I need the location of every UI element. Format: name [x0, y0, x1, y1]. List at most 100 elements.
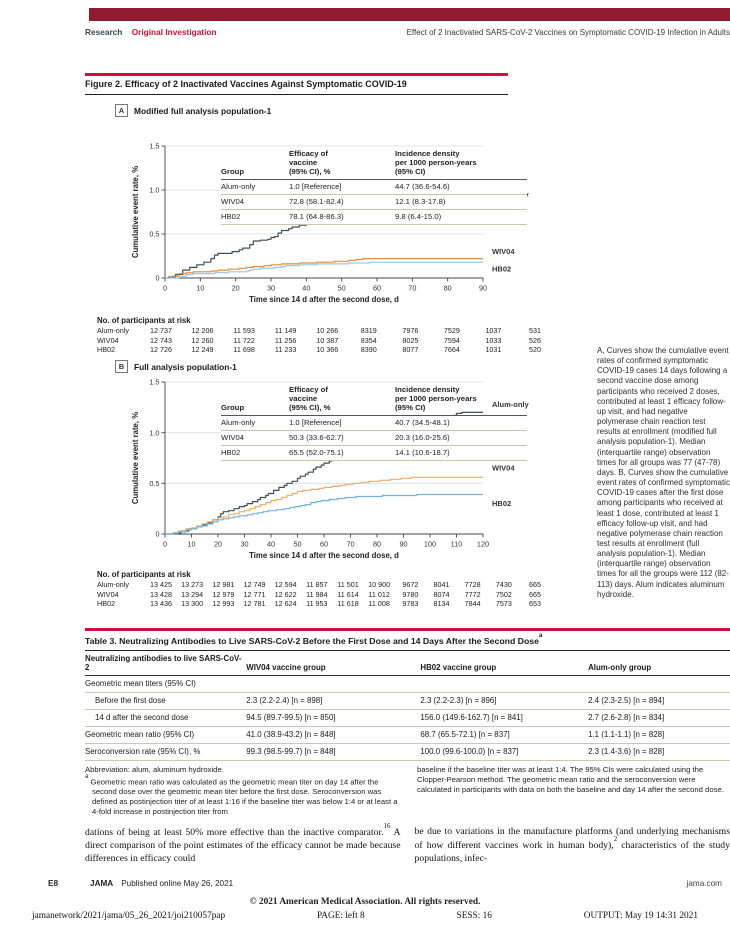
svg-text:0: 0: [163, 540, 167, 549]
risk-rows: Alum-only 13 425 13 273 12 981 12 749 12 594 1…: [85, 580, 730, 609]
svg-text:1.5: 1.5: [149, 378, 159, 387]
col-header-hb02: HB02 vaccine group: [420, 650, 589, 676]
inset-cell: 65.5 (52.0-75.1): [289, 445, 395, 461]
curve-label-wiv04: WIV04: [492, 464, 515, 473]
svg-text:0: 0: [155, 530, 159, 539]
inset-cell: WIV04: [221, 430, 289, 446]
inset-row: WIV04 50.3 (33.6-62.7) 20.3 (16.0-25.6): [221, 430, 527, 446]
panel-a-header: A Modified full analysis population-1: [115, 104, 271, 117]
production-sess: SESS: 16: [456, 911, 492, 921]
table-3-block: Table 3. Neutralizing Antibodies to Live…: [85, 628, 730, 819]
svg-text:20: 20: [214, 540, 222, 549]
inset-cell: 9.8 (6.4-15.0): [395, 209, 527, 225]
risk-value: 7976: [402, 326, 419, 335]
svg-text:40: 40: [267, 540, 275, 549]
row-value: 2.3 (2.2-2.3) [n = 896]: [420, 692, 589, 710]
inset-header: Efficacy of vaccine (95% CI), %: [289, 385, 395, 416]
copyright-line: © 2021 American Medical Association. All…: [249, 897, 481, 907]
abbreviation-note: Abbreviation: alum, aluminum hydroxide.: [85, 764, 224, 774]
risk-value: 11 012: [368, 589, 390, 599]
production-path: jamanetwork/2021/jama/05_26_2021/joi2100…: [32, 911, 226, 921]
page-number: E8: [48, 879, 59, 888]
risk-value: 9672: [402, 580, 419, 589]
inset-row: HB02 65.5 (52.0-75.1) 14.1 (10.6-18.7): [221, 445, 527, 461]
row-value: 156.0 (149.6-162.7) [n = 841]: [420, 709, 589, 727]
risk-value: 13 428: [150, 589, 172, 599]
inset-cell: HB02: [221, 445, 289, 461]
panel-b-header: B Full analysis population-1: [115, 360, 237, 373]
table-3-title-text: Table 3. Neutralizing Antibodies to Live…: [85, 635, 539, 646]
inset-cell: Alum-only: [221, 179, 289, 195]
panel-b-risk-table: No. of participants at risk Alum-only 13 …: [85, 570, 730, 609]
row-value: 100.0 (99.6-100.0) [n = 837]: [420, 743, 589, 761]
svg-text:80: 80: [444, 284, 452, 293]
risk-group-label: Alum-only: [97, 326, 129, 335]
curve-label-wiv04: WIV04: [492, 247, 515, 256]
inset-cell: Alum-only: [221, 415, 289, 431]
inset-header: Group: [221, 150, 289, 180]
risk-value: 10 900: [368, 580, 391, 589]
risk-row: Alum-only 12 737 12 206 11 593 11 149 10 266 8…: [85, 326, 730, 336]
risk-value: 8041: [433, 580, 450, 589]
journal-website-link[interactable]: jama.com: [686, 879, 723, 888]
footnote-right-column: baseline if the baseline titer was at le…: [417, 765, 730, 820]
inset-cell: HB02: [221, 209, 289, 225]
risk-rows: Alum-only 12 737 12 206 11 593 11 149 10 266 8…: [85, 326, 730, 355]
running-title: Effect of 2 Inactivated SARS-CoV-2 Vacci…: [406, 28, 730, 37]
inset-header: Incidence density per 1000 person-years …: [395, 149, 527, 180]
risk-value: 11 857: [306, 580, 328, 589]
risk-value: 12 622: [274, 589, 297, 599]
risk-value: 12 993: [212, 599, 235, 609]
svg-text:20: 20: [232, 284, 240, 293]
footnote-a-marker: a: [85, 773, 89, 780]
risk-value: 12 749: [243, 580, 266, 589]
table-row: Geometric mean titers (95% CI): [85, 675, 730, 693]
risk-value: 8134: [433, 599, 450, 609]
risk-value: 1037: [485, 326, 502, 335]
row-value: 1.1 (1.1-1.1) [n = 828]: [588, 726, 730, 744]
svg-text:120: 120: [477, 540, 489, 549]
risk-value: 13 300: [181, 599, 204, 609]
figure-title: Figure 2. Efficacy of 2 Inactivated Vacc…: [85, 79, 407, 89]
risk-value: 665: [529, 589, 541, 599]
risk-value: 11 593: [233, 326, 255, 335]
kicker-original-investigation: Original Investigation: [131, 27, 217, 37]
risk-value: 8354: [360, 335, 377, 345]
risk-value: 12 979: [212, 589, 235, 599]
kicker-research: Research: [85, 27, 123, 37]
risk-value: 12 594: [274, 580, 297, 589]
curve-wiv04: [165, 476, 483, 535]
panel-b-chart: 0 0.5 1.0 1.5 0 10 20 30 40 50 60 70 80 90 100 110 120 Ti…: [129, 376, 549, 569]
risk-value: 11 722: [233, 335, 255, 345]
section-kicker: Research Original Investigation: [85, 27, 217, 37]
risk-value: 1033: [485, 335, 502, 345]
risk-value: 13 273: [181, 580, 204, 589]
risk-group-label: HB02: [97, 345, 115, 355]
row-value: 94.5 (89.7-99.5) [n = 850]: [246, 709, 421, 727]
row-value: [588, 675, 730, 693]
risk-group-label: HB02: [97, 599, 115, 609]
risk-value: 11 149: [274, 326, 297, 335]
svg-text:90: 90: [479, 284, 487, 293]
figure-title-rule: [85, 94, 508, 95]
risk-group-label: Alum-only: [97, 580, 129, 589]
risk-value: 9780: [402, 589, 419, 599]
journal-name: JAMA: [90, 879, 114, 888]
risk-value: 8025: [402, 335, 419, 345]
risk-value: 11 698: [233, 345, 255, 355]
table-3-footnotes: Abbreviation: alum, aluminum hydroxide. …: [85, 765, 730, 820]
risk-value: 12 260: [191, 335, 214, 345]
risk-value: 7573: [495, 599, 512, 609]
risk-value: 11 614: [337, 589, 359, 599]
table-row: Seroconversion rate (95% CI), % 99.3 (98.…: [85, 743, 730, 761]
body-text: dations of being at least 50% more effec…: [85, 823, 730, 866]
risk-value: 8390: [360, 345, 377, 355]
panel-b-title: Full analysis population-1: [134, 361, 237, 372]
table-3: Neutralizing antibodies to live SARS-CoV…: [85, 649, 730, 761]
row-label: Geometric mean ratio (95% CI): [85, 726, 247, 744]
svg-text:0: 0: [155, 274, 159, 283]
inset-header: Efficacy of vaccine (95% CI), %: [289, 149, 395, 180]
svg-text:Cumulative event rate, %: Cumulative event rate, %: [131, 166, 140, 258]
risk-value: 11 233: [274, 345, 297, 355]
row-value: 41.0 (38.9-43.2) [n = 848]: [246, 726, 421, 744]
